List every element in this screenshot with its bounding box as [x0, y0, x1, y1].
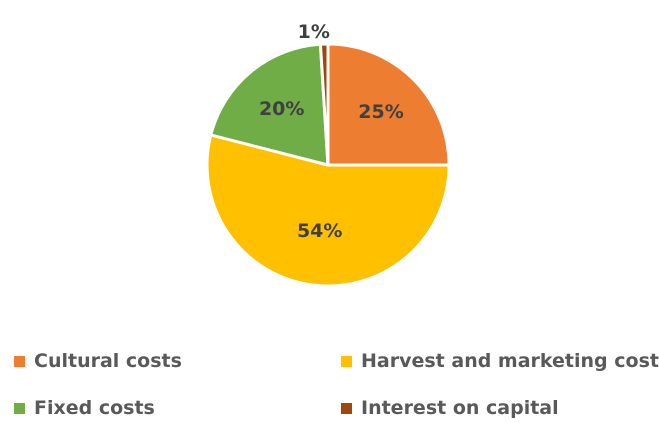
pie-slice-harvest-and-marketing-costs: [205, 133, 451, 288]
legend-label-fixed-costs: Fixed costs: [34, 397, 155, 419]
legend-swatch-cultural-costs: [14, 355, 25, 367]
legend-item-cultural-costs: Cultural costs: [14, 346, 182, 376]
data-label-fixed-costs: 20%: [259, 98, 304, 120]
pie-slice-cultural-costs: [326, 42, 451, 167]
legend-item-fixed-costs: Fixed costs: [14, 393, 155, 423]
legend-swatch-harvest-and-marketing-costs: [341, 355, 352, 367]
pie-slice-fixed-costs: [209, 42, 330, 167]
legend-label-cultural-costs: Cultural costs: [34, 350, 182, 372]
legend-swatch-interest-on-capital: [341, 402, 352, 414]
legend-swatch-fixed-costs: [14, 402, 25, 414]
legend-item-harvest-and-marketing-costs: Harvest and marketing costs: [341, 346, 659, 376]
pie-data-labels: 25% 54% 20% 1%: [259, 21, 404, 242]
legend-item-interest-on-capital: Interest on capital: [341, 393, 559, 423]
chart-legend: Cultural costs Harvest and marketing cos…: [0, 340, 659, 420]
data-label-interest-on-capital: 1%: [298, 21, 330, 43]
legend-label-interest-on-capital: Interest on capital: [361, 397, 559, 419]
pie-slice-interest-on-capital: [318, 42, 330, 167]
pie-slices: [205, 42, 451, 288]
data-label-cultural-costs: 25%: [358, 101, 403, 123]
data-label-harvest-and-marketing-costs: 54%: [297, 220, 342, 242]
legend-label-harvest-and-marketing-costs: Harvest and marketing costs: [361, 350, 659, 372]
